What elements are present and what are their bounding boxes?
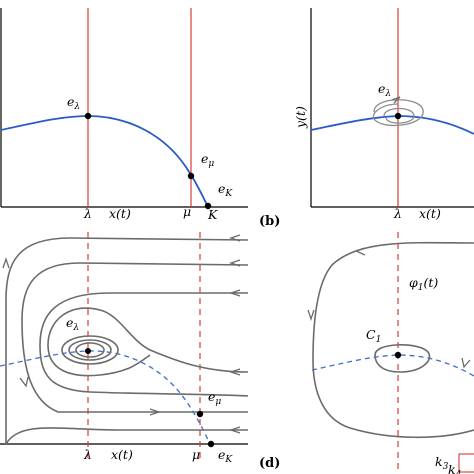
panel-a: eλ eμ eK λ x(t) μ K (0, 8, 248, 222)
panel-b-arrow (391, 96, 401, 104)
panel-a-tick-k: K (207, 207, 218, 222)
panel-a-x-axis-label: x(t) (109, 206, 131, 221)
panel-d-tag: (d) (259, 456, 280, 471)
panel-c: eλ eμ eK λ x(t) μ (0, 232, 249, 465)
panel-a-label-e-lambda: eλ (67, 94, 80, 112)
panel-b-y-axis-label: y(t) (293, 106, 308, 129)
panel-a-prey-isocline (0, 115, 209, 208)
panel-d-outer-orbit (312, 241, 474, 439)
panel-d: C1 φ1(t) k3 k4 (307, 232, 474, 474)
panel-b-tick-lambda: λ (393, 206, 402, 221)
panel-d-arrow-1 (354, 247, 366, 256)
panel-c-tick-mu: μ (192, 447, 200, 462)
panel-a-label-e-k: eK (218, 181, 233, 199)
panel-c-arrow-3 (228, 289, 241, 297)
panel-a-point-e-k (204, 202, 212, 210)
panel-b: eλ y(t) λ x(t) (293, 8, 474, 221)
panel-a-label-e-mu: eμ (201, 151, 214, 169)
panel-a-tick-lambda: λ (83, 206, 92, 221)
panel-b-tag: (b) (259, 214, 280, 229)
panel-b-spiral-inner (383, 107, 415, 124)
panel-c-point-e-mu (196, 410, 204, 418)
panel-a-point-e-mu (187, 172, 195, 180)
panel-c-point-e-k (207, 440, 215, 448)
panel-d-prey-isocline (311, 354, 474, 377)
panel-a-point-e-lambda (84, 112, 92, 120)
panel-d-k-box (458, 453, 474, 473)
panel-c-arrow-2 (228, 259, 241, 267)
panel-c-arrow-1 (228, 234, 241, 242)
panel-d-label-k3: k3 (435, 454, 449, 472)
panel-c-prey-isocline (0, 350, 211, 445)
panel-c-arrow-4 (228, 368, 241, 376)
panel-b-point-e-lambda (394, 112, 402, 120)
panel-d-label-k4: k4 (448, 462, 462, 474)
panel-c-trajectory-2 (21, 262, 249, 413)
panel-d-label-c1: C1 (366, 327, 381, 345)
panel-c-trajectory-5 (47, 307, 249, 377)
panel-c-arrow-5 (228, 426, 241, 434)
panel-d-point-c1 (394, 351, 402, 359)
panel-c-limit-cycle-outer (61, 335, 119, 365)
panel-c-arrow-8 (149, 408, 162, 416)
panel-b-label-e-lambda: eλ (378, 81, 391, 99)
panel-d-arrow-3 (461, 357, 471, 369)
panel-c-trajectory-4 (5, 427, 248, 445)
panel-d-small-cycle (374, 344, 431, 373)
panel-c-x-axis-label: x(t) (111, 447, 133, 462)
panel-a-tick-mu: μ (183, 204, 191, 219)
panel-c-limit-cycle-mid (68, 339, 112, 361)
panel-b-x-axis-label: x(t) (419, 206, 441, 221)
panel-c-label-e-k: eK (218, 447, 233, 465)
panel-d-label-phi1: φ1(t) (409, 275, 438, 293)
panel-c-arrow-6 (2, 256, 10, 269)
panel-c-label-e-lambda: eλ (66, 315, 79, 333)
panel-c-trajectory-3 (39, 292, 249, 397)
panel-c-tick-lambda: λ (83, 447, 92, 462)
panel-c-limit-cycle-inner (75, 342, 105, 358)
panel-c-trajectory-1 (5, 237, 249, 444)
panel-c-arrow-7 (19, 376, 29, 388)
panel-b-spiral-outer (372, 99, 424, 127)
panel-c-label-e-mu: eμ (208, 389, 221, 407)
panel-c-point-e-lambda (85, 348, 91, 354)
panel-d-arrow-2 (307, 309, 315, 322)
